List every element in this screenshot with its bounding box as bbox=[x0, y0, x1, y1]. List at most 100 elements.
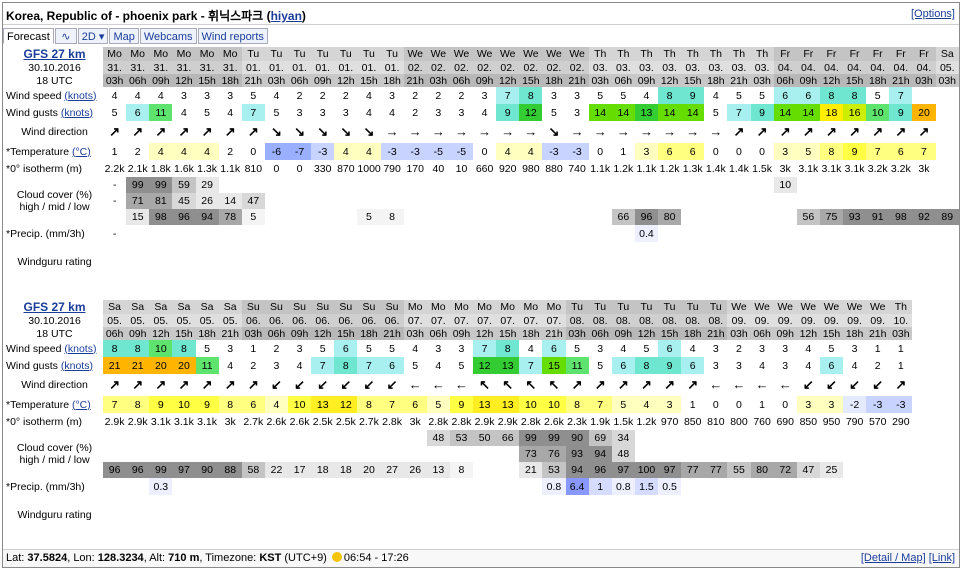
cloud-cell bbox=[820, 193, 843, 209]
header-cell: 09h bbox=[149, 74, 173, 87]
cloud-cell bbox=[635, 177, 658, 193]
precip-cell bbox=[265, 225, 288, 242]
tab-forecast[interactable]: Forecast bbox=[3, 28, 54, 44]
wind-arrow-icon: → bbox=[663, 124, 677, 139]
model-link[interactable]: GFS 27 km bbox=[23, 300, 86, 314]
cloud-cell: 99 bbox=[126, 177, 150, 193]
isotherm-cell: 740 bbox=[568, 162, 586, 175]
cloud-cell: 78 bbox=[218, 209, 242, 225]
temperature-unit-link[interactable]: (°C) bbox=[71, 145, 91, 158]
cloud-cell bbox=[542, 193, 565, 209]
header-cell: 31. bbox=[103, 61, 127, 74]
temperature-cell bbox=[936, 396, 959, 413]
cloud-cell bbox=[866, 193, 889, 209]
wind-direction-cell: ↗ bbox=[126, 374, 149, 396]
wind-direction-cell: → bbox=[589, 121, 612, 143]
alt-value: 710 m bbox=[168, 552, 200, 564]
wind-speed-cell: 1 bbox=[897, 342, 904, 355]
wind-gusts-cell: 4 bbox=[181, 106, 187, 119]
cloud-cell: 81 bbox=[149, 193, 173, 209]
wind-direction-cell: ↖ bbox=[542, 374, 565, 396]
cloud-cell bbox=[265, 193, 288, 209]
wind-gusts-cell: 3 bbox=[458, 106, 465, 119]
precip-cell: 1 bbox=[588, 478, 612, 495]
header-cell: We bbox=[796, 300, 820, 314]
cloud-cell bbox=[936, 462, 959, 478]
tab-webcams[interactable]: Webcams bbox=[139, 28, 197, 44]
rating-cell bbox=[704, 495, 727, 535]
header-cell: 21h bbox=[727, 74, 751, 87]
rating-cell bbox=[889, 495, 912, 535]
wind-arrow-icon: ↖ bbox=[479, 377, 491, 392]
header-cell: We bbox=[542, 47, 566, 61]
wind-gusts-unit-link[interactable]: (knots) bbox=[60, 359, 93, 372]
wind-arrow-icon: ↗ bbox=[247, 377, 259, 392]
spot-author-link[interactable]: hiyan bbox=[270, 9, 302, 23]
cloud-cell bbox=[635, 430, 658, 446]
header-cell: 02. bbox=[473, 61, 497, 74]
wind-speed-unit-link[interactable]: (knots) bbox=[64, 342, 97, 355]
cloud-cell bbox=[797, 177, 820, 193]
header-cell: Sa bbox=[195, 300, 219, 314]
lat-label: Lat: bbox=[6, 552, 25, 564]
header-cell: 03. bbox=[704, 61, 728, 74]
rating-cell bbox=[658, 242, 681, 282]
rating-cell bbox=[196, 242, 219, 282]
rating-cell bbox=[566, 242, 589, 282]
temperature-cell: 4 bbox=[496, 143, 520, 160]
wind-gusts-unit-link[interactable]: (knots) bbox=[60, 106, 93, 119]
wind-speed-cell: 2 bbox=[296, 89, 303, 102]
header-cell: 03h bbox=[912, 74, 936, 87]
wind-speed-cell: 3 bbox=[782, 342, 789, 355]
tab-map[interactable]: Map bbox=[109, 28, 139, 44]
wind-direction-cell: → bbox=[566, 121, 589, 143]
header-cell: 03h bbox=[565, 327, 589, 340]
wave-chart-icon[interactable]: ∿ bbox=[54, 28, 77, 44]
cloud-cell bbox=[381, 446, 404, 462]
tab-wind-reports[interactable]: Wind reports bbox=[197, 28, 268, 44]
header-cell: 02. bbox=[542, 61, 566, 74]
tab-2d[interactable]: 2D ▾ bbox=[77, 28, 109, 44]
header-cell: 01. bbox=[357, 61, 381, 74]
wind-gusts-cell: 12 bbox=[473, 357, 497, 374]
header-cell: We bbox=[843, 300, 867, 314]
wind-arrow-icon: ↗ bbox=[756, 124, 768, 139]
precip-cell: 6.4 bbox=[565, 478, 589, 495]
detail-map-link[interactable]: [Detail / Map] bbox=[860, 552, 926, 564]
cloud-cell bbox=[473, 446, 496, 462]
header-cell: 31. bbox=[195, 61, 219, 74]
temperature-cell: -5 bbox=[449, 143, 474, 160]
wind-direction-cell: → bbox=[704, 121, 727, 143]
wind-direction-label: Wind direction bbox=[3, 121, 103, 143]
header-cell: 09h bbox=[773, 327, 797, 340]
cloud-cell: 94 bbox=[588, 446, 612, 462]
header-cell: 08. bbox=[681, 314, 705, 327]
wind-speed-cell: 5 bbox=[643, 342, 650, 355]
temperature-cell bbox=[912, 396, 935, 413]
isotherm-cell: 2.8k bbox=[451, 415, 472, 428]
temperature-unit-link[interactable]: (°C) bbox=[71, 398, 91, 411]
wind-direction-cell: ↙ bbox=[265, 374, 288, 396]
model-link[interactable]: GFS 27 km bbox=[23, 47, 86, 61]
temperature-cell: 6 bbox=[241, 396, 265, 413]
wind-speed-cell: 3 bbox=[574, 89, 581, 102]
isotherm-cell bbox=[912, 413, 935, 430]
wind-arrow-icon: ↗ bbox=[895, 124, 907, 139]
wind-speed-cell: 4 bbox=[712, 89, 719, 102]
precip-cell bbox=[704, 478, 727, 495]
link-link[interactable]: [Link] bbox=[928, 552, 955, 564]
wind-arrow-icon: → bbox=[524, 124, 538, 139]
wind-gusts-cell: 12 bbox=[519, 104, 543, 121]
precip-cell bbox=[704, 225, 727, 242]
header-cell: 10. bbox=[889, 314, 913, 327]
wind-gusts-cell: 4 bbox=[227, 106, 234, 119]
cloud-cell: 5 bbox=[241, 209, 265, 225]
header-cell: 12h bbox=[796, 327, 820, 340]
temperature-cell: 3 bbox=[634, 143, 659, 160]
isotherm-label-text: *0° isotherm (m) bbox=[6, 415, 82, 428]
wind-gusts-cell: 4 bbox=[805, 359, 812, 372]
wind-speed-unit-link[interactable]: (knots) bbox=[64, 89, 97, 102]
timezone-label: Timezone: bbox=[205, 552, 257, 564]
header-cell: Th bbox=[658, 47, 682, 61]
options-link[interactable]: [Options] bbox=[910, 8, 955, 20]
